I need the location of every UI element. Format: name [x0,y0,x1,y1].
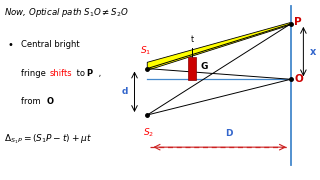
Text: $\Delta_{S_1P} = (S_1P - t) + \mu t$: $\Delta_{S_1P} = (S_1P - t) + \mu t$ [4,133,92,146]
Text: $S_2$: $S_2$ [143,127,155,139]
Text: ,: , [96,69,101,78]
Text: from: from [21,97,44,106]
Text: D: D [225,129,232,138]
Text: Central bright: Central bright [21,40,80,49]
Text: P: P [294,17,302,27]
Bar [188,57,196,80]
Text: •: • [8,40,13,50]
Text: O: O [47,97,54,106]
Text: G: G [201,62,208,71]
Text: x: x [310,47,316,57]
Polygon shape [147,22,291,70]
Text: to: to [74,69,88,78]
Text: Now, Optical path $S_1O \neq S_2O$: Now, Optical path $S_1O \neq S_2O$ [4,6,129,19]
Text: shifts: shifts [50,69,73,78]
Text: P: P [87,69,93,78]
Text: t: t [190,35,193,44]
Text: O: O [294,74,303,84]
Text: d: d [122,87,128,96]
Text: $S_1$: $S_1$ [140,44,151,57]
Text: fringe: fringe [21,69,49,78]
